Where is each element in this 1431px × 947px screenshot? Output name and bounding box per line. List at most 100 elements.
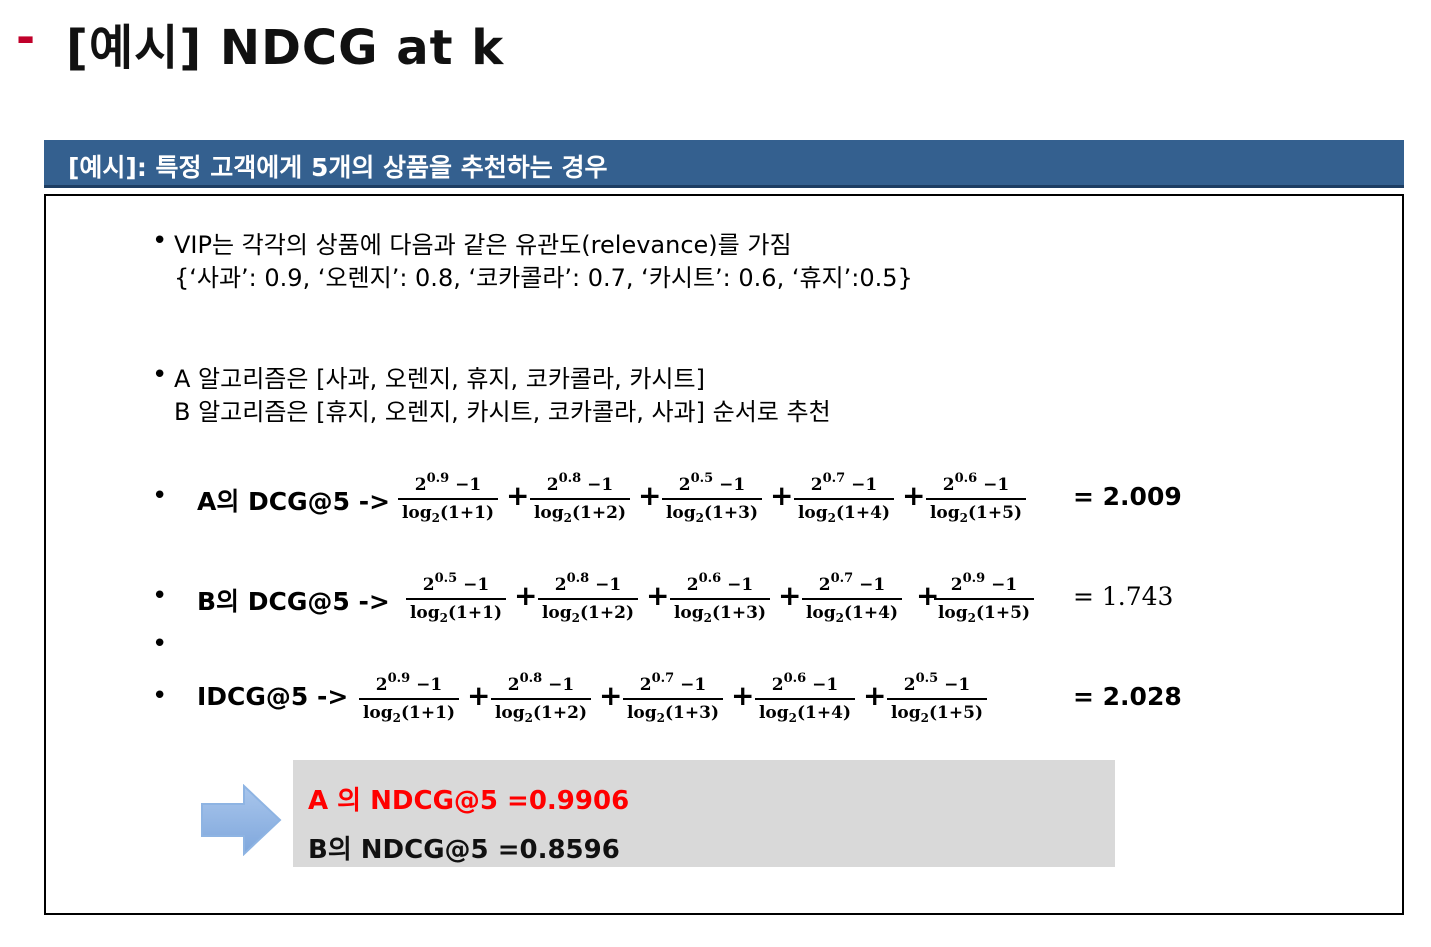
base: 2 — [414, 475, 427, 495]
log-base: 2 — [920, 711, 930, 725]
log-arg: (1+1) — [440, 503, 495, 523]
exponent: 0.5 — [434, 571, 458, 586]
plus-sign: + — [902, 479, 926, 512]
base: 2 — [422, 575, 435, 595]
title-dash: - — [16, 10, 36, 64]
idcg-label: IDCG@5 -> — [197, 682, 349, 711]
fraction-numerator: 20.9 −1 — [934, 571, 1034, 595]
exponent: 0.7 — [822, 471, 846, 486]
plus-sign: + — [467, 679, 491, 712]
fraction-bar — [755, 698, 855, 700]
log-arg: (1+4) — [836, 503, 891, 523]
log-base: 2 — [392, 711, 402, 725]
exponent: 0.9 — [962, 571, 986, 586]
plus-sign: + — [731, 679, 755, 712]
exponent: 0.8 — [519, 671, 543, 686]
a-dcg-result: = 2.009 — [1073, 482, 1182, 511]
log: log — [890, 703, 921, 723]
b-dcg-result: = 1.743 — [1073, 582, 1174, 611]
exponent: 0.6 — [783, 671, 807, 686]
idcg-result: = 2.028 — [1073, 682, 1182, 711]
log-arg: (1+3) — [665, 703, 720, 723]
log: log — [805, 603, 836, 623]
minus-one: −1 — [859, 575, 886, 595]
fraction-denominator: log2(1+2) — [491, 703, 591, 725]
fraction-denominator: log2(1+3) — [670, 603, 770, 625]
fraction-bar — [530, 498, 630, 500]
algorithm-a-order: A 알고리즘은 [사과, 오렌지, 휴지, 코카콜라, 카시트] — [174, 365, 705, 393]
plus-sign: + — [638, 479, 662, 512]
log-base: 2 — [695, 511, 705, 525]
bullet: • — [152, 581, 168, 611]
fraction-denominator: log2(1+2) — [530, 503, 630, 525]
fraction-denominator: log2(1+1) — [406, 603, 506, 625]
minus-one: −1 — [851, 475, 878, 495]
fraction-bar — [887, 698, 987, 700]
section-header-text: [예시]: 특정 고객에게 5개의 상품을 추천하는 경우 — [68, 153, 608, 182]
fraction-bar — [538, 598, 638, 600]
fraction-denominator: log2(1+1) — [359, 703, 459, 725]
section-header: [예시]: 특정 고객에게 5개의 상품을 추천하는 경우 — [44, 140, 1404, 188]
fraction-bar — [934, 598, 1034, 600]
fraction-numerator: 20.7 −1 — [802, 571, 902, 595]
ndcg-summary: A 의 NDCG@5 =0.9906 B의 NDCG@5 =0.8596 — [293, 760, 1115, 867]
log: log — [533, 503, 564, 523]
fraction-bar — [662, 498, 762, 500]
log-arg: (1+1) — [448, 603, 503, 623]
fraction-denominator: log2(1+4) — [802, 603, 902, 625]
base: 2 — [375, 675, 388, 695]
b-ndcg: B의 NDCG@5 =0.8596 — [308, 835, 620, 865]
bullet: • — [152, 481, 168, 511]
log-arg: (1+3) — [712, 603, 767, 623]
log: log — [929, 503, 960, 523]
plus-sign: + — [506, 479, 530, 512]
plus-sign: + — [599, 679, 623, 712]
log-arg: (1+2) — [533, 703, 588, 723]
fraction-denominator: log2(1+4) — [794, 503, 894, 525]
log-arg: (1+4) — [797, 703, 852, 723]
log: log — [401, 503, 432, 523]
fraction-bar — [406, 598, 506, 600]
fraction-numerator: 20.5 −1 — [887, 671, 987, 695]
fraction-denominator: log2(1+4) — [755, 703, 855, 725]
log-arg: (1+5) — [968, 503, 1023, 523]
fraction-bar — [926, 498, 1026, 500]
minus-one: −1 — [463, 575, 490, 595]
minus-one: −1 — [727, 575, 754, 595]
fraction-bar — [491, 698, 591, 700]
exponent: 0.9 — [426, 471, 450, 486]
fraction-bar — [670, 598, 770, 600]
fraction-numerator: 20.7 −1 — [623, 671, 723, 695]
plus-sign: + — [514, 579, 538, 612]
relevance-values: {‘사과’: 0.9, ‘오렌지’: 0.8, ‘코카콜라’: 0.7, ‘카시… — [174, 264, 913, 292]
log-base: 2 — [788, 711, 798, 725]
base: 2 — [950, 575, 963, 595]
fraction-denominator: log2(1+5) — [887, 703, 987, 725]
log-arg: (1+2) — [580, 603, 635, 623]
exponent: 0.5 — [690, 471, 714, 486]
minus-one: −1 — [680, 675, 707, 695]
log-base: 2 — [703, 611, 713, 625]
bullet: • — [152, 360, 168, 390]
log-arg: (1+4) — [844, 603, 899, 623]
log: log — [541, 603, 572, 623]
log-base: 2 — [439, 611, 449, 625]
exponent: 0.8 — [566, 571, 590, 586]
log-base: 2 — [524, 711, 534, 725]
fraction-bar — [802, 598, 902, 600]
base: 2 — [903, 675, 916, 695]
bullet: • — [152, 226, 168, 256]
log-base: 2 — [959, 511, 969, 525]
base: 2 — [810, 475, 823, 495]
exponent: 0.6 — [954, 471, 978, 486]
fraction-bar — [398, 498, 498, 500]
minus-one: −1 — [595, 575, 622, 595]
base: 2 — [554, 575, 567, 595]
exponent: 0.7 — [830, 571, 854, 586]
plus-sign: + — [916, 579, 940, 612]
base: 2 — [507, 675, 520, 695]
log-base: 2 — [656, 711, 666, 725]
a-dcg-label: A의 DCG@5 -> — [197, 487, 391, 516]
fraction-bar — [359, 698, 459, 700]
exponent: 0.9 — [387, 671, 411, 686]
